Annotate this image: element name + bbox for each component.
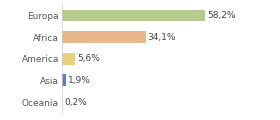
Bar [62,75,66,86]
Text: 1,9%: 1,9% [68,76,91,85]
Text: 34,1%: 34,1% [148,33,176,42]
Text: 0,2%: 0,2% [64,98,87,107]
Bar [62,31,146,43]
Text: 5,6%: 5,6% [77,54,100,63]
Bar [62,53,75,65]
Text: 58,2%: 58,2% [207,11,235,20]
Bar [62,10,205,21]
